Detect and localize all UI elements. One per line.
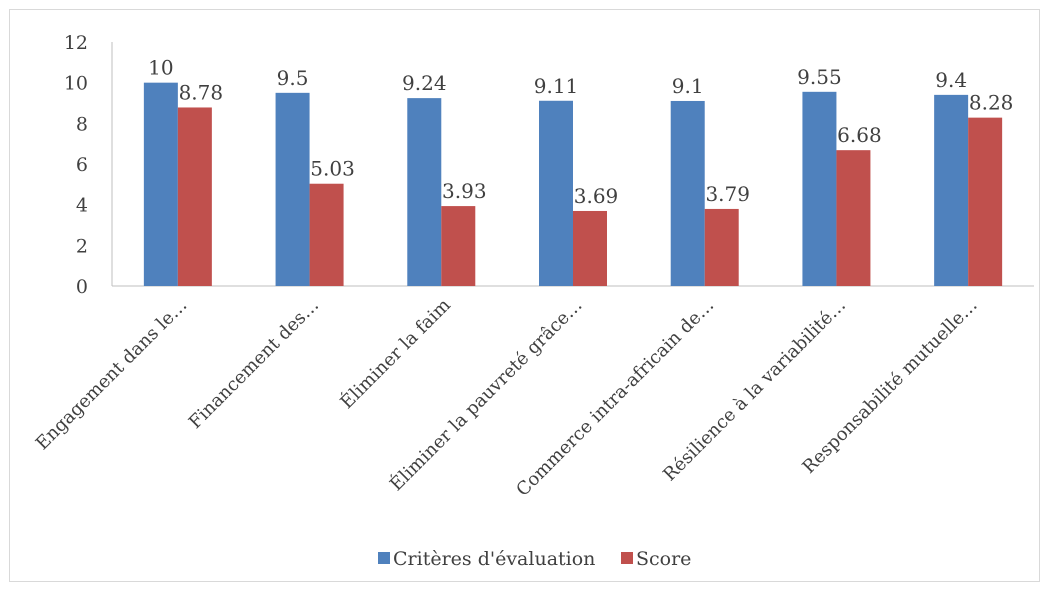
legend-label: Critères d'évaluation xyxy=(393,548,595,570)
y-tick-label: 4 xyxy=(76,195,88,217)
x-tick-label: Financement des… xyxy=(185,295,323,433)
y-tick-label: 10 xyxy=(64,73,88,95)
legend-swatch xyxy=(378,552,390,564)
data-label: 9.24 xyxy=(402,71,447,95)
data-label: 9.5 xyxy=(277,66,309,90)
bar-criteres xyxy=(802,91,837,286)
bar-score xyxy=(309,183,344,286)
bar-criteres xyxy=(539,100,573,286)
bar-score xyxy=(177,107,212,287)
data-label: 9.55 xyxy=(797,65,842,89)
data-label: 9.11 xyxy=(534,74,579,98)
data-label: 3.69 xyxy=(574,184,619,208)
y-tick-label: 8 xyxy=(76,113,88,135)
bar-score xyxy=(704,208,739,286)
data-label: 6.68 xyxy=(837,123,882,147)
bar-criteres xyxy=(934,94,969,286)
data-label: 9.1 xyxy=(672,74,704,98)
y-tick-label: 6 xyxy=(76,154,88,176)
bar-score xyxy=(573,210,607,286)
data-label: 3.93 xyxy=(442,179,487,203)
bar-criteres xyxy=(143,82,178,287)
bar-score xyxy=(441,206,476,286)
bar-criteres xyxy=(275,92,310,286)
data-label: 3.79 xyxy=(705,182,750,206)
chart-frame xyxy=(9,9,1040,582)
bar-score xyxy=(836,150,871,286)
data-label: 9.4 xyxy=(935,68,967,92)
data-label: 8.78 xyxy=(179,80,224,104)
legend-label: Score xyxy=(636,548,691,570)
x-tick-label: Éliminer la faim xyxy=(335,293,455,413)
y-tick-label: 2 xyxy=(76,235,88,257)
bar-criteres xyxy=(407,98,442,287)
data-label: 5.03 xyxy=(310,157,355,181)
data-label: 10 xyxy=(148,56,173,80)
y-tick-label: 12 xyxy=(64,32,88,54)
x-tick-label: Engagement dans le… xyxy=(32,295,192,455)
bar-criteres xyxy=(670,100,705,286)
legend: Critères d'évaluation Score xyxy=(378,548,691,570)
y-tick-label: 0 xyxy=(76,276,88,298)
bar-score xyxy=(968,117,1003,286)
legend-swatch xyxy=(621,552,633,564)
data-label: 8.28 xyxy=(969,91,1014,115)
